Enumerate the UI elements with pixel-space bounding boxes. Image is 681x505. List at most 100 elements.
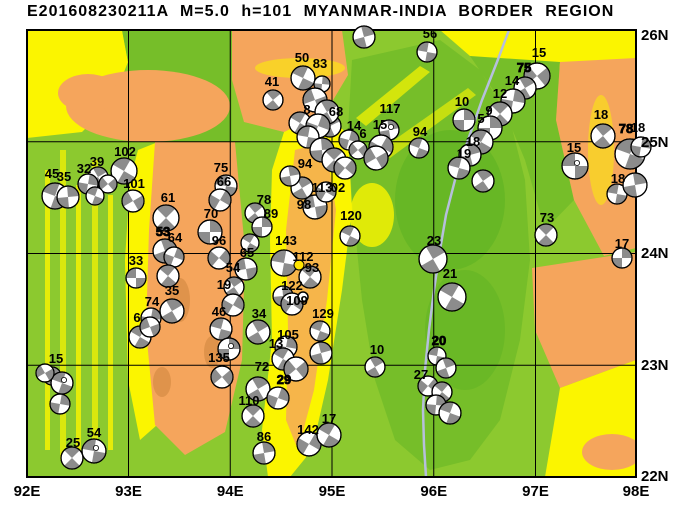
focal-mechanism [121,189,145,213]
terrain-patch [108,195,113,450]
beachball-quadrant [310,150,324,162]
beachball-outline [339,225,361,247]
beachball-outline [221,293,245,317]
beachball-quadrant [575,166,588,179]
beachball-quadrant [160,276,177,287]
focal-mechanism [364,356,386,378]
event-label: 65 [240,245,254,260]
beachball-quadrant [318,423,335,435]
event-label: 96 [212,233,226,248]
focal-mechanism [163,246,185,268]
beachball-outline [352,25,376,49]
terrain-patch [356,66,430,126]
beachball-axis-dot [574,159,581,166]
beachball-axis-dot [61,376,68,383]
event-label: 23 [427,233,441,248]
focal-mechanism [438,401,462,425]
event-label: 41 [265,74,279,89]
beachball-outline [197,219,223,245]
terrain-patch [60,150,66,460]
event-label: 93 [305,260,319,275]
beachball-quadrant [333,160,345,177]
beachball-outline [283,356,309,382]
beachball-quadrant [476,170,493,181]
beachball-quadrant [537,67,550,86]
focal-mechanism [309,341,333,365]
focal-mechanism [60,446,84,470]
lat-label: 26N [641,27,669,44]
focal-mechanism [56,185,80,209]
event-label: 17 [322,411,336,426]
focal-mechanism [241,404,265,428]
beachball-quadrant [286,336,297,349]
event-label: 12 [493,86,507,101]
terrain-patch [76,185,81,455]
event-label: 18 [611,171,625,186]
beachball-outline [252,441,276,465]
event-label: 27 [414,367,428,382]
beachball-quadrant [45,368,54,381]
beachball-quadrant [376,152,388,169]
event-label: 13 [269,336,283,351]
beachball-quadrant [641,137,651,149]
focal-mechanism [298,265,322,289]
beachball-quadrant [245,243,258,252]
beachball-quadrant [252,377,269,389]
beachball-outline [408,137,430,159]
focal-mechanism [279,165,301,187]
beachball-outline [523,62,551,90]
focal-mechanism [125,267,147,289]
event-label: 56 [423,26,437,41]
event-label: 35 [165,283,179,298]
beachball-quadrant [321,99,338,112]
beachball-outline [418,244,448,274]
event-label: 33 [129,253,143,268]
beachball-quadrant [490,116,502,128]
beachball-outline [241,404,265,428]
event-label: 54 [226,260,241,275]
beachball-quadrant [166,299,183,311]
beachball-quadrant [623,185,638,197]
beachball-outline [49,393,71,415]
focal-mechanism [139,316,161,338]
event-label: 02 [331,180,345,195]
beachball-quadrant [381,136,393,153]
focal-mechanism [81,438,107,464]
beachball-quadrant [108,178,117,191]
beachball-quadrant [345,159,356,176]
beachball-quadrant [64,447,80,458]
terrain-patch [380,88,476,158]
focal-mechanism [221,293,245,317]
beachball-outline [452,108,476,132]
event-label: 102 [114,144,136,159]
event-label: 32 [77,161,91,176]
beachball-quadrant [222,369,233,386]
focal-mechanism [309,320,331,342]
beachball-quadrant [303,195,315,210]
beachball-outline [159,298,185,324]
event-label: 25 [66,435,80,450]
focal-mechanism [49,393,71,415]
event-label: 10 [455,94,469,109]
beachball-quadrant [209,194,220,210]
focal-mechanism [416,41,438,63]
focal-mechanism [534,223,558,247]
event-label: 72 [255,359,269,374]
focal-mechanism [290,65,316,91]
event-label: 73 [540,210,554,225]
beachball-quadrant [253,453,266,465]
beachball-quadrant [112,158,131,171]
lon-label: 98E [623,483,650,500]
beachball-outline [630,136,652,158]
beachball-quadrant [64,458,80,470]
event-label: 15 [532,45,546,60]
beachball-quadrant [323,435,340,447]
beachball-quadrant [436,395,447,406]
beachball-quadrant [519,76,535,88]
focal-mechanisms-layer [35,25,652,470]
beachball-quadrant [297,126,310,137]
focal-mechanism [561,152,589,180]
beachball-quadrant [198,232,210,244]
